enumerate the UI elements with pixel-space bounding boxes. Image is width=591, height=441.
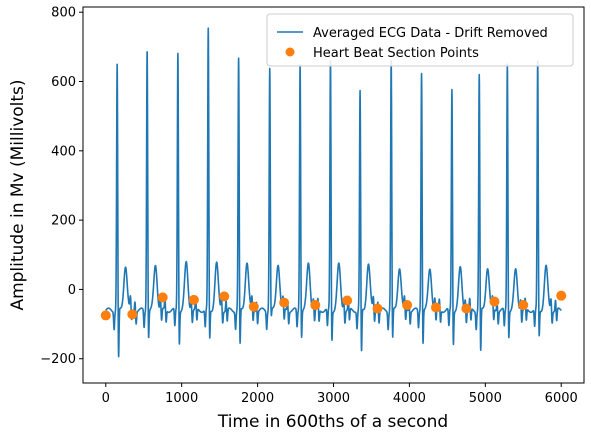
x-tick-label: 1000	[165, 391, 198, 406]
section-point	[372, 303, 383, 314]
x-tick-label: 4000	[393, 391, 426, 406]
y-tick-label: 0	[68, 283, 76, 298]
y-tick-label: 600	[51, 75, 76, 90]
x-tick-label: 6000	[545, 391, 578, 406]
section-point	[279, 297, 290, 308]
section-point	[556, 290, 567, 301]
points-layer	[100, 290, 567, 321]
section-point	[248, 301, 259, 312]
y-tick-label: 400	[51, 144, 76, 159]
section-point	[188, 294, 199, 305]
legend-box	[266, 13, 574, 67]
x-axis-label: Time in 600ths of a second	[217, 412, 448, 432]
x-axis: 0 1000 2000 3000 4000 5000 6000	[102, 383, 578, 406]
legend-label-ecg: Averaged ECG Data - Drift Removed	[313, 26, 548, 41]
section-point	[342, 295, 353, 306]
x-tick-label: 0	[102, 391, 110, 406]
ecg-series-line	[105, 27, 562, 358]
y-axis-label: Amplitude in Mv (Millivolts)	[8, 79, 28, 310]
section-point	[100, 310, 111, 321]
section-point	[402, 300, 413, 311]
series-layer	[105, 27, 562, 358]
y-tick-label: −200	[40, 352, 76, 367]
x-tick-label: 5000	[469, 391, 502, 406]
legend-point-swatch	[285, 47, 295, 57]
section-point	[157, 292, 168, 303]
section-point	[430, 302, 441, 313]
y-axis: −200 0 200 400 600 800	[40, 6, 83, 367]
section-point	[461, 303, 472, 314]
legend: Averaged ECG Data - Drift Removed Heart …	[266, 13, 574, 67]
y-tick-label: 200	[51, 214, 76, 229]
x-tick-label: 3000	[317, 391, 350, 406]
section-point	[127, 309, 138, 320]
section-point	[489, 296, 500, 307]
x-tick-label: 2000	[241, 391, 274, 406]
legend-label-section-points: Heart Beat Section Points	[313, 46, 479, 61]
section-point	[518, 300, 529, 311]
section-point	[310, 300, 321, 311]
section-point	[219, 291, 230, 302]
y-tick-label: 800	[51, 6, 76, 21]
